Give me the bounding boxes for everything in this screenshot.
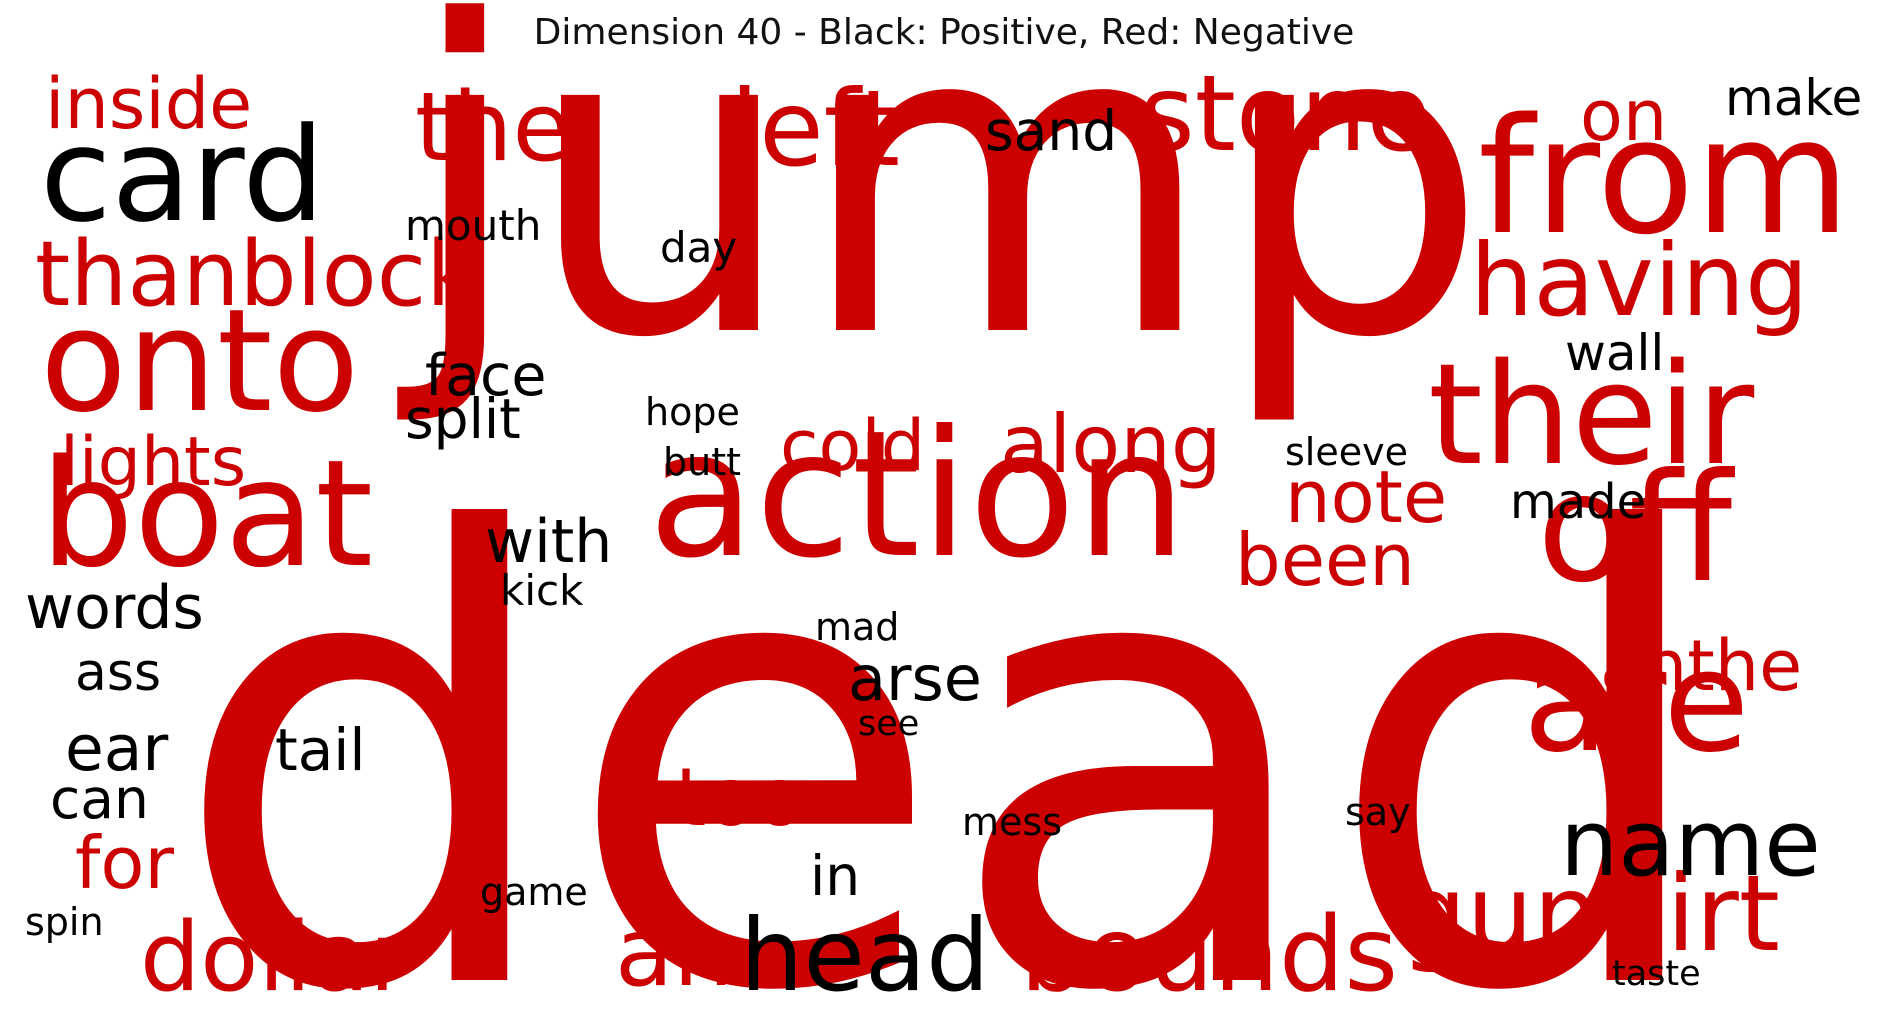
word-from: from bbox=[1478, 83, 1850, 270]
word-onto: onto bbox=[40, 279, 359, 444]
word-arse: arse bbox=[848, 642, 982, 715]
word-left: left bbox=[730, 68, 900, 190]
word-having: having bbox=[1470, 222, 1808, 339]
word-with: with bbox=[485, 507, 612, 577]
word-wall: wall bbox=[1565, 324, 1664, 382]
word-dollar: dollar bbox=[140, 903, 409, 1010]
word-thanblock: thanblock bbox=[35, 222, 478, 327]
word-sleeve: sleeve bbox=[1285, 430, 1408, 474]
word-ass: ass bbox=[75, 643, 161, 703]
word-taste: taste bbox=[1612, 954, 1701, 994]
word-along: along bbox=[1000, 398, 1222, 491]
word-bounds: bounds bbox=[1020, 895, 1398, 1010]
word-ear: ear bbox=[65, 712, 168, 785]
word-gundirt: gundirt bbox=[1400, 853, 1780, 975]
word-words: words bbox=[25, 573, 204, 643]
word-kick: kick bbox=[500, 566, 584, 615]
word-are: are bbox=[1523, 621, 1749, 784]
word-card: card bbox=[40, 99, 325, 251]
word-jump: jump bbox=[392, 0, 1489, 432]
chart-title: Dimension 40 - Black: Positive, Red: Neg… bbox=[533, 12, 1355, 53]
word-face: face bbox=[425, 343, 546, 409]
word-see: see bbox=[858, 704, 919, 744]
word-mad: mad bbox=[815, 605, 899, 649]
word-the: the bbox=[415, 73, 571, 183]
word-spin: spin bbox=[25, 900, 104, 944]
word-boat: boat bbox=[40, 428, 373, 600]
word-an: an bbox=[615, 898, 733, 1008]
word-mouth: mouth bbox=[405, 201, 541, 250]
word-hope: hope bbox=[645, 390, 740, 434]
word-on: on bbox=[1580, 75, 1667, 157]
word-note: note bbox=[1285, 455, 1447, 539]
word-day: day bbox=[660, 223, 737, 272]
word-anthe: anthe bbox=[1600, 625, 1802, 707]
word-sand: sand bbox=[985, 99, 1117, 163]
word-tail: tail bbox=[275, 716, 366, 784]
word-lights: lights bbox=[60, 423, 246, 502]
word-head: head bbox=[740, 897, 990, 1010]
word-off: off bbox=[1537, 442, 1736, 616]
word-mess: mess bbox=[962, 800, 1062, 844]
word-name: name bbox=[1560, 790, 1821, 897]
word-in: in bbox=[810, 844, 860, 908]
word-action: action bbox=[648, 394, 1187, 597]
word-made: made bbox=[1510, 474, 1646, 530]
word-butt: butt bbox=[663, 440, 741, 484]
word-split: split bbox=[405, 387, 521, 451]
word-cold: cold bbox=[780, 405, 925, 487]
word-inside: inside bbox=[45, 63, 252, 145]
word-game: game bbox=[480, 870, 588, 914]
word-can: can bbox=[50, 767, 149, 831]
word-stone: stone bbox=[1140, 53, 1431, 175]
word-too: too bbox=[675, 751, 804, 844]
word-for: for bbox=[75, 821, 174, 905]
word-say: say bbox=[1345, 790, 1411, 834]
word-make: make bbox=[1725, 69, 1862, 127]
word-their: their bbox=[1428, 334, 1755, 497]
word-dead: dead bbox=[170, 406, 1719, 1010]
word-been: been bbox=[1235, 518, 1415, 602]
